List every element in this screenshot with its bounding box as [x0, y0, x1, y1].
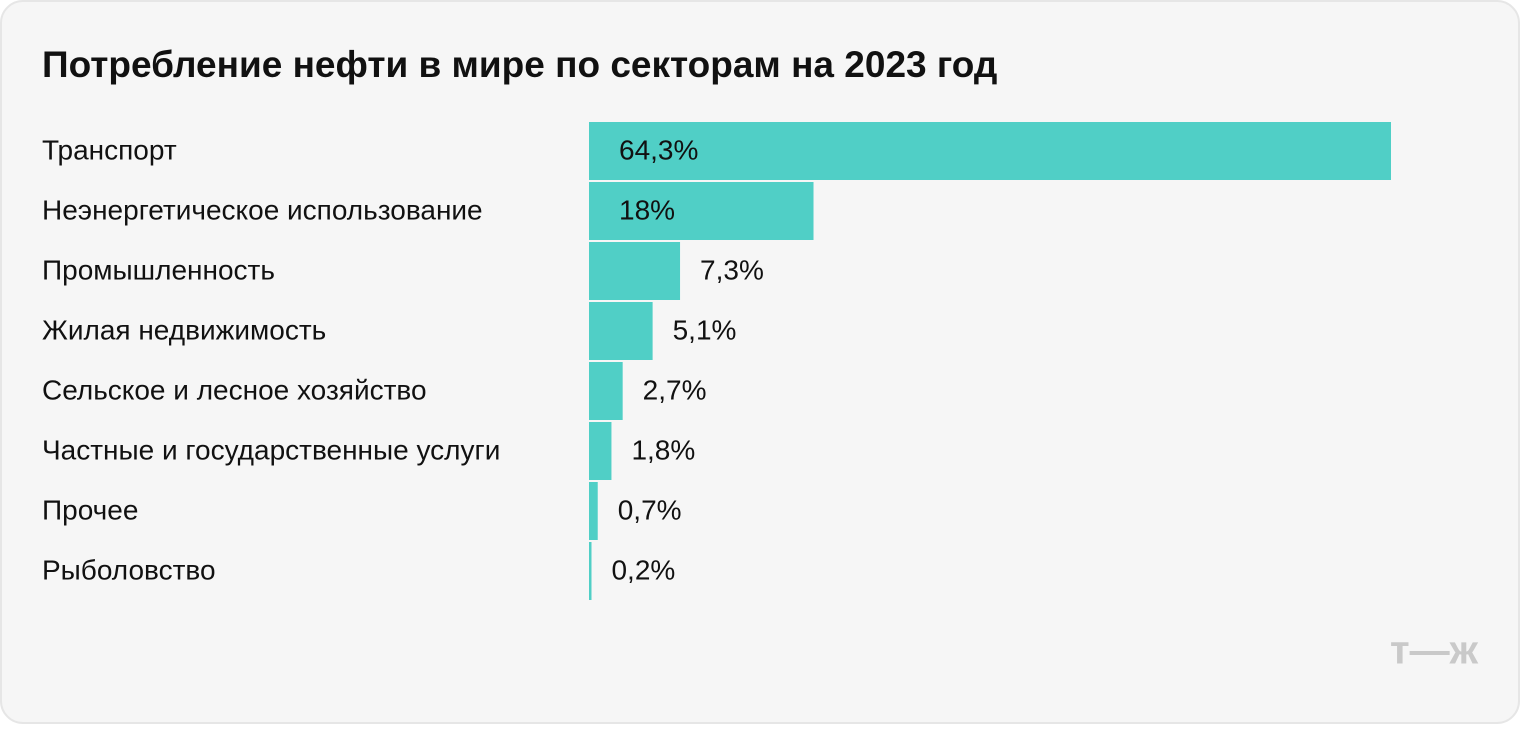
value-label: 0,7%	[618, 494, 682, 525]
value-label: 7,3%	[700, 254, 764, 285]
category-label: Рыболовство	[42, 554, 216, 585]
bar	[589, 242, 681, 300]
category-label: Жилая недвижимость	[42, 314, 326, 345]
category-label: Промышленность	[42, 254, 275, 285]
category-label: Неэнергетическое использование	[42, 194, 483, 225]
bar	[589, 542, 592, 600]
category-label: Прочее	[42, 494, 138, 525]
value-label: 2,7%	[643, 374, 707, 405]
logo: т—ж	[1390, 629, 1479, 673]
category-label: Сельское и лесное хозяйство	[42, 374, 427, 405]
value-label: 5,1%	[673, 314, 737, 345]
category-label: Транспорт	[42, 134, 177, 165]
bar	[589, 422, 612, 480]
category-label: Частные и государственные услуги	[42, 434, 500, 465]
bar	[589, 302, 653, 360]
bar	[589, 482, 598, 540]
value-label: 0,2%	[611, 554, 675, 585]
bar	[589, 362, 623, 420]
bar	[589, 122, 1391, 180]
chart-title: Потребление нефти в мире по секторам на …	[42, 44, 997, 85]
bar	[589, 182, 814, 240]
value-label: 18%	[619, 194, 675, 225]
value-label: 64,3%	[619, 134, 698, 165]
value-label: 1,8%	[631, 434, 695, 465]
